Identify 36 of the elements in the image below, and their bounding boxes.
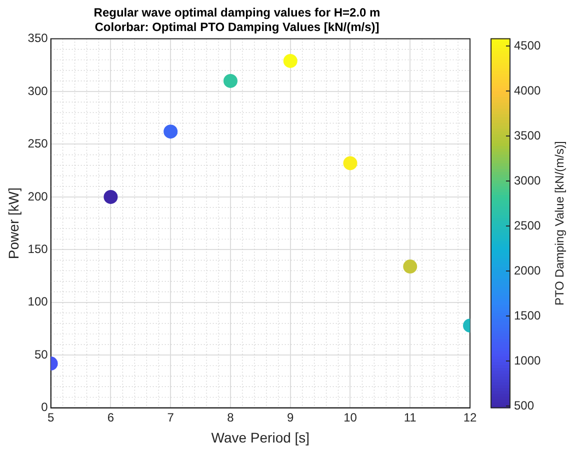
y-tick-label: 200 <box>28 189 48 204</box>
chart-subtitle: Colorbar: Optimal PTO Damping Values [kN/(m/s)] <box>94 20 380 34</box>
y-tick-label: 300 <box>28 84 48 98</box>
chart-title: Regular wave optimal damping values for H=2.0 m <box>94 6 380 20</box>
y-tick-label: 50 <box>34 347 48 362</box>
point <box>223 74 238 88</box>
color-bar-label: 4000 <box>514 83 542 98</box>
color-bar-label: 2000 <box>514 263 542 278</box>
y-axis-title: Power [kW] <box>5 188 22 260</box>
color-bar-label: 2500 <box>514 218 542 232</box>
y-tick-label: 350 <box>28 31 48 46</box>
x-tick-label: 7 <box>167 410 174 424</box>
x-axis-title: Wave Period [s] <box>211 429 310 446</box>
point <box>283 54 298 68</box>
color-bar-label: 4500 <box>514 38 542 52</box>
y-tick-label: 250 <box>28 136 48 151</box>
point <box>343 156 358 170</box>
y-tick-label: 100 <box>28 294 48 309</box>
point <box>104 190 118 204</box>
color-bar-label: 3000 <box>514 173 542 188</box>
color-bar-title: PTO Damping Value [kN/(m/s)] <box>552 141 566 306</box>
x-tick-label: 9 <box>287 410 294 424</box>
y-tick-label: 0 <box>41 400 48 414</box>
x-tick-label: 10 <box>344 410 358 424</box>
x-tick-label: 12 <box>463 410 477 424</box>
point <box>164 124 178 139</box>
x-tick-label: 6 <box>107 410 114 424</box>
x-tick-label: 5 <box>47 410 54 424</box>
x-tick-label: 11 <box>404 410 417 424</box>
color-bar-label: 3500 <box>514 128 542 142</box>
point <box>403 260 418 274</box>
x-tick-label: 8 <box>227 410 234 424</box>
color-bar-label: 1000 <box>514 353 542 368</box>
y-tick-label: 150 <box>28 242 48 256</box>
color-bar-label: 1500 <box>514 308 542 322</box>
color-bar-label: 500 <box>514 398 534 412</box>
